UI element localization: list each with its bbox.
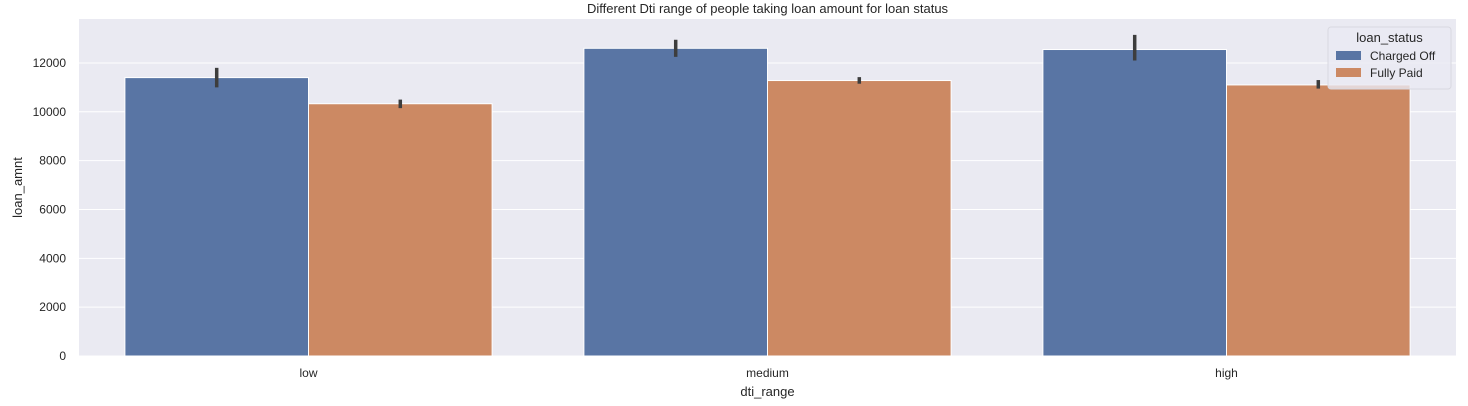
x-tick-label: low	[299, 366, 317, 380]
y-tick-label: 0	[59, 349, 66, 363]
error-bars	[214, 34, 1321, 109]
legend: loan_status Charged Off Fully Paid	[1327, 26, 1452, 90]
legend-title: loan_status	[1356, 30, 1423, 45]
bar	[124, 77, 310, 357]
x-tick-label: high	[1215, 366, 1238, 380]
bar	[1226, 84, 1411, 357]
y-tick-label: 6000	[39, 202, 66, 216]
legend-swatch	[1336, 51, 1361, 60]
bar	[1042, 49, 1228, 357]
bars	[124, 47, 1411, 357]
legend-swatch	[1336, 68, 1361, 77]
legend-entry: Fully Paid	[1370, 66, 1423, 80]
chart-title: Different Dti range of people taking loa…	[587, 1, 949, 16]
y-tick-label: 4000	[39, 251, 66, 265]
legend-entry: Charged Off	[1370, 49, 1436, 63]
x-tick-label: medium	[746, 366, 789, 380]
x-axis-label: dti_range	[740, 384, 794, 399]
y-tick-label: 8000	[39, 154, 66, 168]
y-axis-label: loan_amnt	[10, 157, 25, 218]
y-tick-labels: 0 2000 4000 6000 8000 10000 12000	[33, 56, 67, 363]
y-tick-label: 2000	[39, 300, 66, 314]
bar	[308, 103, 493, 357]
bar	[583, 47, 769, 357]
x-tick-labels: low medium high	[299, 366, 1237, 380]
bar	[767, 80, 952, 357]
y-tick-label: 10000	[33, 105, 67, 119]
y-tick-label: 12000	[33, 56, 67, 70]
